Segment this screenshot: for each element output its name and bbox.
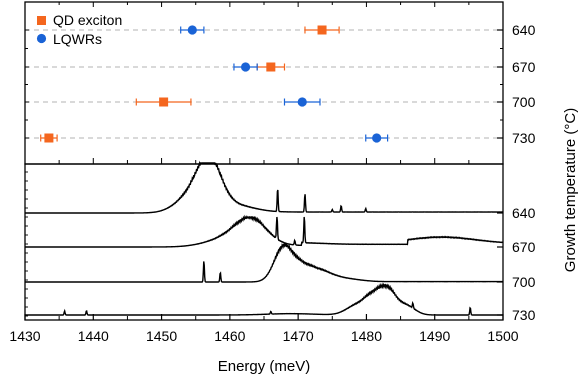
spectrum-700 [25, 243, 504, 283]
bottom-y-ticks [25, 171, 503, 317]
legend-label-lqwrs: LQWRs [53, 31, 102, 47]
point-lqwrs [187, 25, 197, 35]
bottom-y-tick-label: 670 [512, 239, 536, 255]
spectrum-730 [25, 282, 503, 316]
bottom-panel-frame [24, 163, 504, 321]
point-qd-exciton [266, 62, 276, 72]
bottom-y-tick-label: 700 [512, 274, 536, 290]
bottom-y-tick-label: 640 [512, 205, 536, 221]
legend-label-qd-exciton: QD exciton [53, 12, 122, 28]
point-lqwrs [297, 97, 307, 107]
legend-marker-lqwrs [36, 33, 47, 44]
x-tick-label: 1430 [9, 328, 40, 344]
spectra [25, 160, 504, 316]
top-y-tick-label: 730 [512, 130, 536, 146]
point-lqwrs [240, 62, 251, 72]
spectrum-670 [25, 214, 504, 248]
legend-marker-qd-exciton [37, 16, 46, 25]
top-y-tick-label: 700 [512, 94, 536, 110]
top-panel: QD exciton LQWRs [24, 1, 504, 165]
spectrum-640 [25, 160, 504, 214]
x-tick-label: 1490 [419, 328, 450, 344]
point-lqwrs [372, 133, 382, 143]
x-tick-label: 1460 [214, 328, 245, 344]
top-series [40, 25, 389, 143]
right-axis-labels: 640 670 700 730 640 670 700 730 [512, 22, 536, 323]
point-qd-exciton [317, 25, 327, 35]
x-tick-label: 1440 [78, 328, 109, 344]
bottom-panel [24, 160, 504, 321]
y-axis-title: Growth temperature (°C) [562, 108, 579, 272]
top-y-tick-label: 670 [512, 59, 536, 75]
x-axis: 1430 1440 1450 1460 1470 1480 1490 1500 [9, 2, 519, 344]
top-y-tick-label: 640 [512, 22, 536, 38]
x-tick-label: 1500 [487, 328, 518, 344]
point-qd-exciton [44, 133, 54, 143]
point-qd-exciton [159, 97, 169, 107]
top-y-ticks [25, 29, 503, 139]
x-axis-title: Energy (meV) [218, 358, 311, 375]
x-tick-label: 1450 [146, 328, 177, 344]
bottom-y-tick-label: 730 [512, 307, 536, 323]
x-tick-label: 1480 [351, 328, 382, 344]
legend: QD exciton LQWRs [36, 12, 122, 47]
x-tick-label: 1470 [283, 328, 314, 344]
